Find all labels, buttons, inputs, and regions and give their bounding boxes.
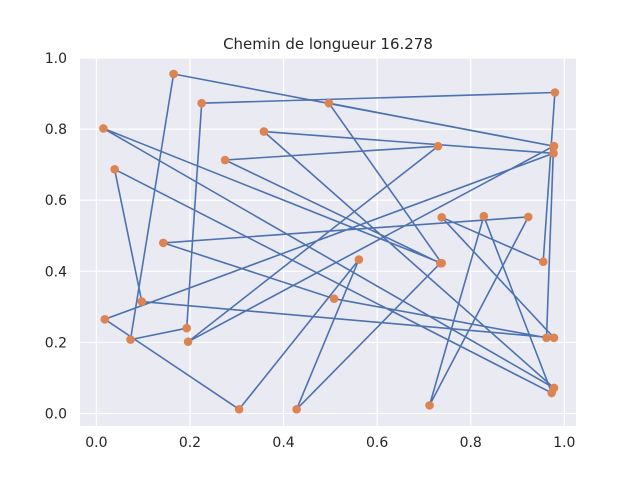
- y-axis-ticks: 0.0 0.2 0.4 0.6 0.8 1.0: [45, 51, 67, 423]
- city-point: [99, 124, 108, 133]
- city-point: [523, 212, 533, 222]
- city-point: [100, 315, 110, 324]
- city-point: [549, 148, 558, 158]
- y-tick-label: 0.4: [45, 264, 67, 280]
- city-point: [183, 337, 193, 347]
- y-tick-label: 0.8: [45, 122, 67, 138]
- city-point: [110, 164, 119, 174]
- y-tick-label: 0.6: [45, 193, 67, 209]
- y-tick-label: 0.0: [45, 407, 67, 423]
- plot-area: [80, 58, 576, 426]
- city-point: [234, 404, 244, 414]
- x-tick-label: 1.0: [553, 435, 575, 451]
- grid-lines: [80, 57, 576, 426]
- city-point: [292, 404, 301, 414]
- city-point: [158, 238, 168, 248]
- x-axis-ticks: 0.0 0.2 0.4 0.6 0.8 1.0: [85, 435, 575, 451]
- city-point: [549, 141, 558, 151]
- chart-title: Chemin de longueur 16.278: [223, 35, 433, 53]
- x-tick-label: 0.4: [272, 435, 294, 451]
- x-tick-label: 0.8: [460, 435, 482, 451]
- x-tick-label: 0.0: [85, 435, 107, 451]
- city-point: [126, 335, 135, 344]
- city-point: [479, 211, 489, 221]
- city-point: [169, 69, 178, 79]
- city-point: [137, 297, 147, 306]
- city-point: [425, 401, 434, 410]
- y-tick-label: 1.0: [45, 51, 67, 67]
- route-points: [99, 69, 560, 414]
- city-point: [433, 141, 443, 151]
- x-tick-label: 0.6: [366, 435, 388, 451]
- city-point: [182, 323, 191, 333]
- city-point: [436, 258, 445, 268]
- city-point: [549, 333, 559, 343]
- city-point: [220, 155, 230, 165]
- route-path-line: [102, 73, 556, 411]
- city-point: [437, 212, 447, 222]
- city-point: [354, 255, 364, 264]
- city-point: [259, 127, 269, 136]
- city-point: [542, 333, 551, 343]
- city-point: [538, 257, 548, 267]
- city-point: [324, 98, 334, 108]
- city-point: [547, 388, 556, 398]
- city-point: [550, 88, 560, 97]
- city-point: [197, 98, 206, 108]
- x-tick-label: 0.2: [179, 435, 201, 451]
- y-tick-label: 0.2: [45, 335, 67, 351]
- city-point: [329, 294, 339, 304]
